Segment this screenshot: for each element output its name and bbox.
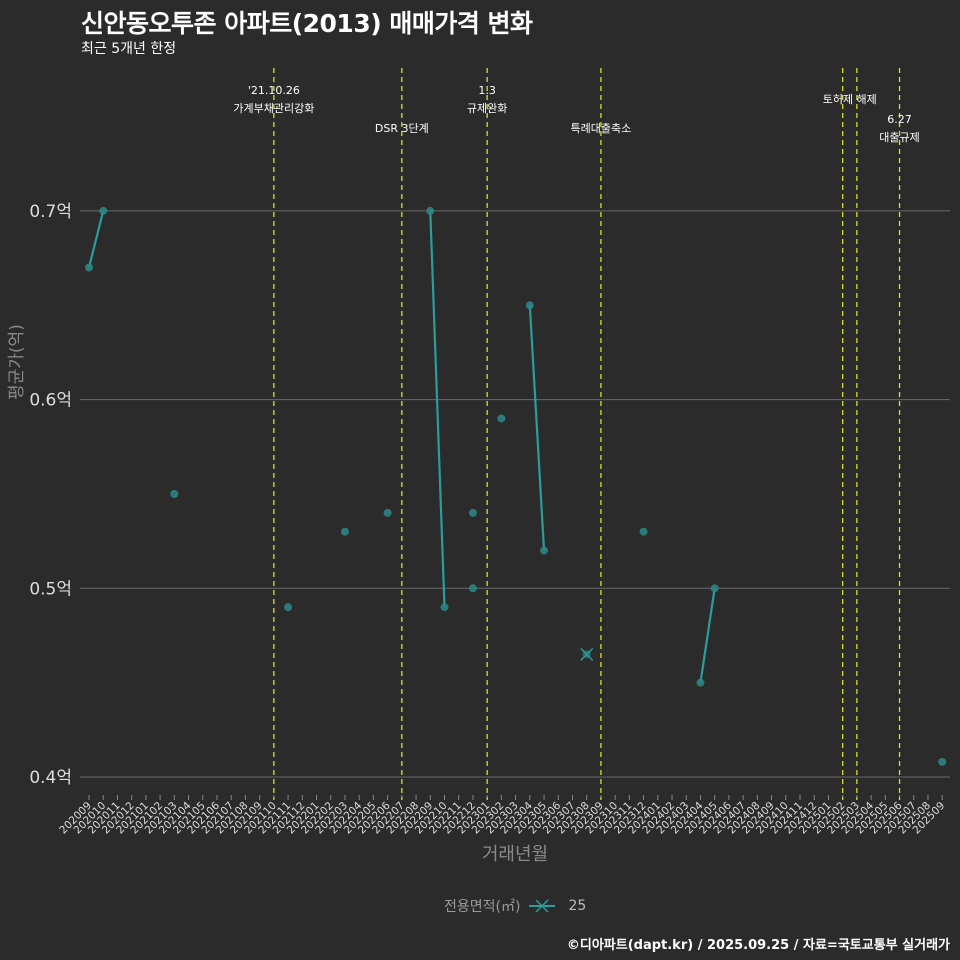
legend-title: 전용면적(㎡) [444, 899, 521, 915]
x-axis-title: 거래년월 [481, 844, 549, 865]
legend-key-icon [529, 899, 556, 913]
data-point [938, 757, 947, 766]
event-label: 규제완화 [467, 102, 507, 115]
chart-subtitle: 최근 5개년 한정 [81, 41, 177, 57]
series-line [528, 305, 546, 551]
data-point [497, 414, 506, 423]
y-tick-label: 0.4억 [29, 768, 72, 788]
event-label: 1.3 [478, 84, 496, 97]
series-line [699, 588, 716, 683]
data-point [426, 206, 435, 215]
y-axis-title: 평균가(억) [7, 324, 27, 400]
data-point [284, 603, 293, 612]
event-label: 특례대출축소 [571, 122, 632, 135]
event-label: 토허제 해제 [823, 92, 877, 106]
source-footer: ©디아파트(dapt.kr) / 2025.09.25 / 자료=국토교통부 실… [566, 938, 950, 953]
data-point [440, 603, 449, 612]
chart-title: 신안동오투존 아파트(2013) 매매가격 변화 [81, 9, 533, 38]
data-point [85, 263, 93, 272]
series-line [429, 210, 446, 608]
data-point-x [580, 647, 594, 661]
y-tick-label: 0.5억 [29, 579, 72, 599]
data-point [468, 508, 477, 517]
data-point [383, 508, 392, 517]
data-point [340, 527, 349, 536]
legend: 전용면적(㎡) 25 [444, 896, 586, 916]
event-label: 6.27 [887, 113, 912, 126]
data-point [696, 678, 705, 687]
y-tick-label: 0.7억 [29, 202, 72, 222]
data-point [99, 206, 108, 215]
legend-item-label: 25 [568, 898, 587, 914]
event-label: DSR 3단계 [375, 122, 429, 135]
y-tick-label: 0.6억 [29, 391, 72, 411]
event-label: 대출규제 [879, 131, 919, 144]
event-label: 가계부채관리강화 [233, 102, 314, 115]
data-point [170, 489, 179, 498]
data-point [540, 546, 549, 555]
data-point [525, 301, 534, 310]
data-point [710, 584, 719, 593]
data-point [468, 584, 477, 593]
series-line [87, 210, 105, 268]
event-label: '21.10.26 [248, 84, 300, 97]
data-point [639, 527, 648, 536]
